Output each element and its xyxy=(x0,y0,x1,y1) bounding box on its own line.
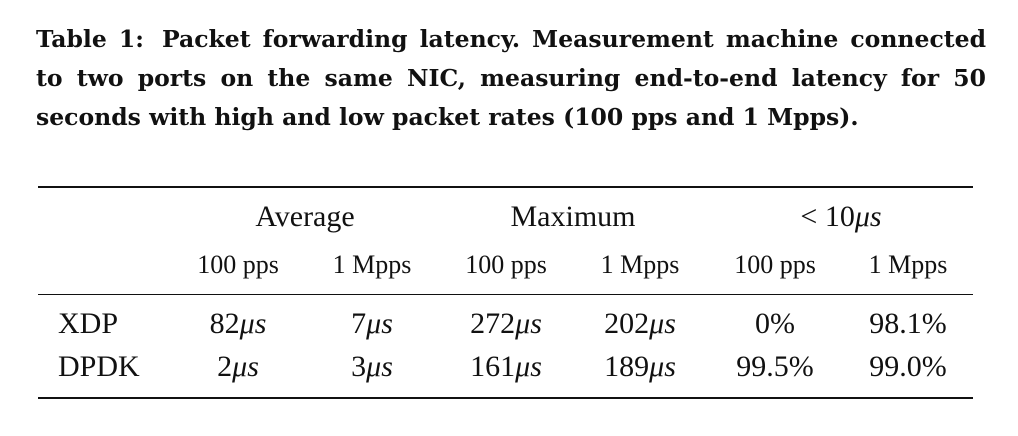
cell-dpdk-average-1mpps: 3μs xyxy=(351,350,393,383)
cell-xdp-under10-1mpps: 98.1% xyxy=(869,307,947,340)
row-label-dpdk: DPDK xyxy=(58,350,140,383)
caption-label: Table 1: xyxy=(36,25,144,53)
group-header-under-10us: < 10μs xyxy=(800,200,882,233)
group-header-maximum: Maximum xyxy=(510,200,636,233)
subheader-maximum-100pps: 100 pps xyxy=(465,250,547,279)
table-header-rule xyxy=(38,294,973,295)
cell-xdp-maximum-1mpps: 202μs xyxy=(604,307,676,340)
table-top-rule xyxy=(38,186,973,188)
subheader-under10-100pps: 100 pps xyxy=(734,250,816,279)
row-label-xdp: XDP xyxy=(58,307,119,340)
subheader-maximum-1mpps: 1 Mpps xyxy=(600,250,680,279)
cell-xdp-maximum-100pps: 272μs xyxy=(470,307,542,340)
table-bottom-rule xyxy=(38,397,973,399)
cell-dpdk-maximum-100pps: 161μs xyxy=(470,350,542,383)
cell-xdp-under10-100pps: 0% xyxy=(755,307,795,340)
subheader-average-100pps: 100 pps xyxy=(197,250,279,279)
cell-dpdk-average-100pps: 2μs xyxy=(217,350,259,383)
cell-dpdk-maximum-1mpps: 189μs xyxy=(604,350,676,383)
cell-xdp-average-1mpps: 7μs xyxy=(351,307,393,340)
cell-dpdk-under10-1mpps: 99.0% xyxy=(869,350,947,383)
group-header-average: Average xyxy=(255,200,355,233)
table-caption: Table 1: Packet forwarding latency. Meas… xyxy=(36,20,986,137)
cell-xdp-average-100pps: 82μs xyxy=(209,307,267,340)
caption-text: Packet forwarding latency. Measurement m… xyxy=(36,25,987,131)
subheader-under10-1mpps: 1 Mpps xyxy=(868,250,948,279)
subheader-average-1mpps: 1 Mpps xyxy=(332,250,412,279)
cell-dpdk-under10-100pps: 99.5% xyxy=(736,350,814,383)
